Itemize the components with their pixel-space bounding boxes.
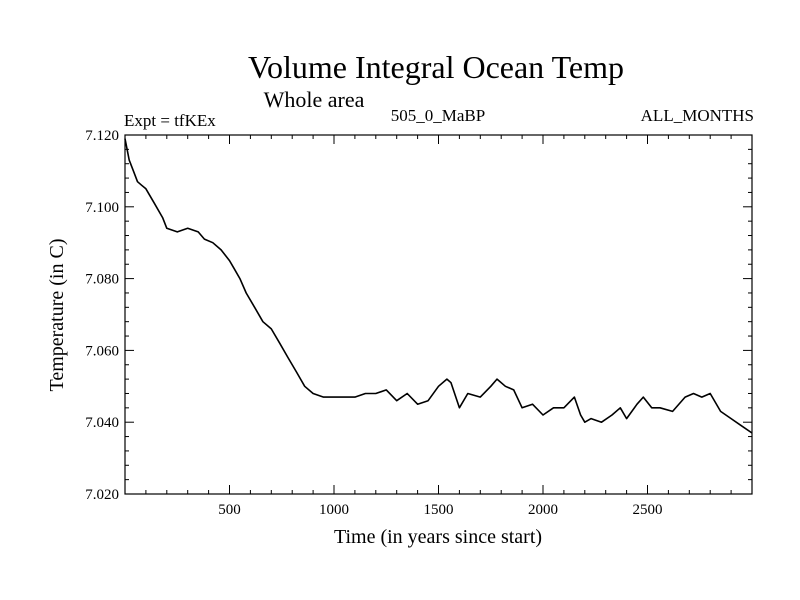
x-tick-label: 2000 xyxy=(528,502,558,518)
x-tick-label: 2500 xyxy=(633,502,663,518)
x-tick-label: 1000 xyxy=(319,502,349,518)
y-tick-label: 7.080 xyxy=(85,272,119,288)
plot-frame xyxy=(124,134,753,495)
x-tick-label: 500 xyxy=(218,502,241,518)
x-tick-label: 1500 xyxy=(424,502,454,518)
experiment-label: Expt = tfKEx xyxy=(124,111,216,130)
y-axis-label: Temperature (in C) xyxy=(46,239,68,392)
y-tick-label: 7.040 xyxy=(85,415,119,431)
series-line xyxy=(124,138,753,434)
chart-title: Volume Integral Ocean Temp xyxy=(248,49,624,85)
months-label: ALL_MONTHS xyxy=(641,106,754,125)
x-axis-label: Time (in years since start) xyxy=(334,526,542,548)
chart-subtitle: Whole area xyxy=(264,87,365,112)
y-tick-label: 7.120 xyxy=(85,128,119,144)
run-label: 505_0_MaBP xyxy=(391,106,485,125)
y-tick-label: 7.100 xyxy=(85,200,119,216)
y-tick-label: 7.060 xyxy=(85,343,119,359)
y-tick-label: 7.020 xyxy=(85,487,119,503)
